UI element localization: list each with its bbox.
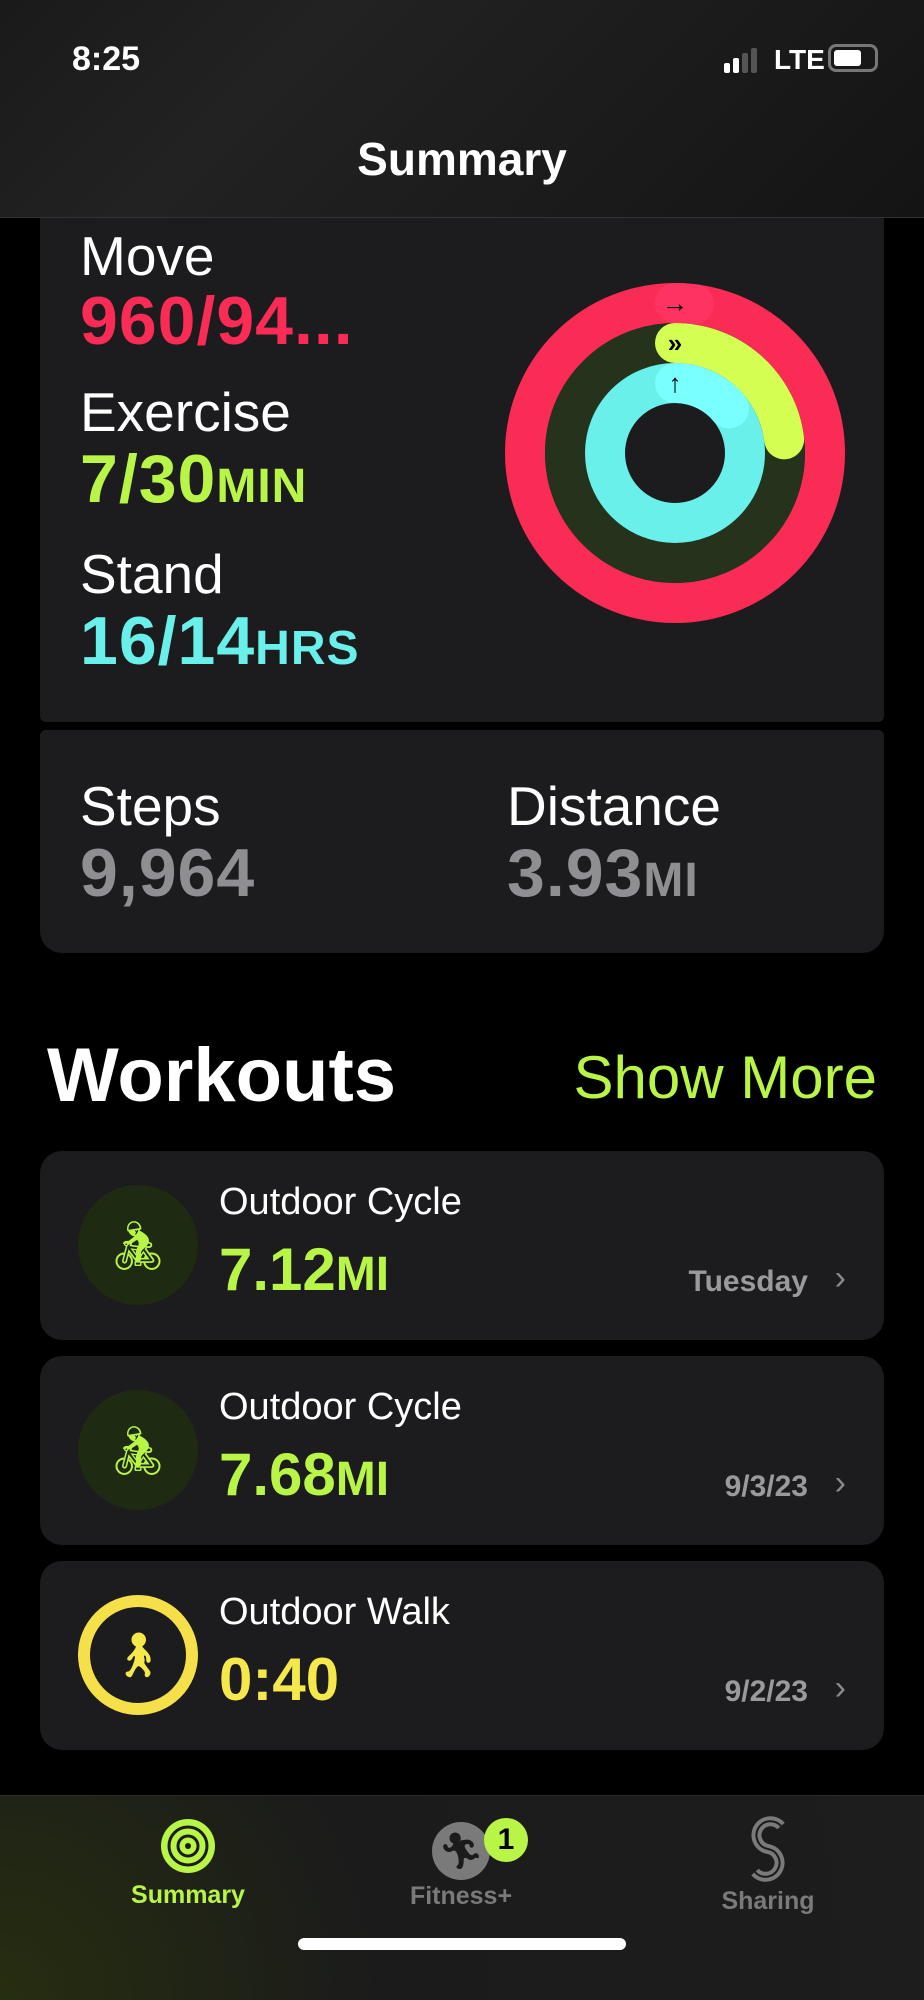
tab-sharing[interactable]: Sharing (668, 1816, 868, 1916)
workout-value: 7.12MI (219, 1236, 390, 1303)
header: 8:25 LTE Summary (0, 0, 924, 218)
exercise-value: 7/30MIN (80, 441, 308, 517)
workout-date: Tuesday (688, 1265, 809, 1298)
bicycle-icon: 🚴︎ (78, 1185, 198, 1305)
tab-label: Summary (131, 1881, 245, 1909)
walking-icon: 🚶︎ (78, 1595, 198, 1715)
page-title: Summary (357, 133, 567, 185)
move-label: Move (80, 225, 215, 287)
exercise-label: Exercise (80, 381, 291, 443)
arrow-icon: ↑ (669, 368, 682, 398)
notification-badge: 1 (484, 1818, 528, 1862)
workout-row[interactable]: 🚶︎ Outdoor Walk 0:40 9/2/23 › (40, 1561, 884, 1750)
home-indicator[interactable] (298, 1938, 626, 1950)
stand-label: Stand (80, 543, 224, 605)
tab-bar: Summary 🏃︎ 1 Fitness+ Sharing (0, 1795, 924, 2000)
workout-value: 7.68MI (219, 1441, 390, 1508)
workout-name: Outdoor Cycle (219, 1386, 462, 1428)
steps-value: 9,964 (80, 835, 256, 911)
move-ring-progress (505, 283, 845, 623)
workout-name: Outdoor Walk (219, 1591, 450, 1633)
tab-label: Sharing (721, 1887, 815, 1915)
tab-label: Fitness+ (409, 1882, 513, 1910)
exercise-ring-progress (545, 323, 805, 583)
sharing-icon (751, 1816, 785, 1882)
arrow-icon: → (662, 288, 688, 318)
workout-value: 0:40 (219, 1646, 340, 1713)
chevron-right-icon: › (834, 1259, 846, 1297)
distance-value: 3.93MI (507, 835, 699, 911)
workout-row[interactable]: 🚴︎ Outdoor Cycle 7.68MI 9/3/23 › (40, 1356, 884, 1545)
battery-icon (828, 44, 878, 72)
workouts-heading: Workouts (47, 1033, 397, 1118)
runner-icon: 🏃︎ (432, 1822, 490, 1880)
stand-ring-progress (585, 363, 765, 543)
activity-rings: → » ↑ (505, 283, 845, 623)
chevron-right-icon: › (834, 1464, 846, 1502)
network-label: LTE (774, 44, 825, 75)
steps-label: Steps (80, 775, 221, 837)
show-more-link[interactable]: Show More (573, 1044, 877, 1111)
tab-summary[interactable]: Summary (88, 1816, 288, 1910)
steps-distance-card[interactable]: Steps 9,964 Distance 3.93MI (40, 730, 884, 953)
signal-icon (724, 48, 757, 73)
move-value: 960/94... (80, 283, 354, 359)
workout-row[interactable]: 🚴︎ Outdoor Cycle 7.12MI Tuesday › (40, 1151, 884, 1340)
activity-rings-icon (161, 1819, 215, 1873)
activity-card[interactable]: Move 960/94... Exercise 7/30MIN Stand 16… (40, 218, 884, 722)
workout-name: Outdoor Cycle (219, 1181, 462, 1223)
bicycle-icon: 🚴︎ (78, 1390, 198, 1510)
arrow-icon: » (668, 328, 682, 358)
status-time: 8:25 (72, 40, 141, 78)
stand-value: 16/14HRS (80, 603, 360, 679)
workout-date: 9/3/23 (724, 1470, 808, 1503)
workout-date: 9/2/23 (724, 1675, 808, 1708)
tab-fitness-plus[interactable]: 🏃︎ 1 Fitness+ (361, 1816, 561, 1911)
distance-label: Distance (507, 775, 721, 837)
chevron-right-icon: › (834, 1669, 846, 1707)
